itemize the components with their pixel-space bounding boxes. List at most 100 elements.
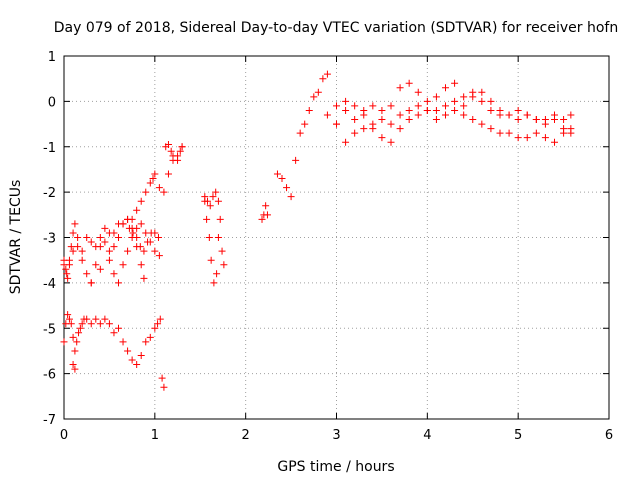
data-point: [478, 88, 486, 96]
data-point: [110, 229, 118, 237]
data-point: [158, 374, 166, 382]
data-point: [532, 129, 540, 137]
data-point: [115, 324, 122, 332]
data-point: [105, 320, 113, 328]
series-track-h-gap2: [201, 197, 228, 287]
data-point: [469, 93, 477, 101]
data-point: [142, 338, 150, 346]
data-point: [174, 156, 182, 164]
data-point: [129, 229, 137, 237]
data-point: [101, 238, 109, 246]
data-point: [69, 333, 77, 341]
data-point: [67, 320, 75, 328]
data-point: [273, 170, 281, 178]
data-point: [214, 234, 222, 241]
data-point: [451, 79, 459, 87]
series-track-d-mid: [60, 215, 148, 282]
data-point: [92, 261, 100, 269]
data-point: [64, 311, 72, 319]
data-point: [155, 252, 163, 260]
data-point: [207, 256, 215, 264]
data-point: [319, 75, 327, 83]
data-point: [83, 234, 91, 241]
data-point: [212, 188, 220, 196]
data-point: [323, 111, 331, 119]
data-point: [204, 197, 212, 205]
y-tick-label: -7: [43, 413, 56, 428]
data-point: [351, 102, 359, 110]
data-point: [532, 116, 540, 124]
data-point: [487, 97, 495, 105]
y-tick-label: 0: [48, 95, 56, 110]
data-point: [567, 111, 575, 119]
data-point: [105, 247, 113, 255]
data-point: [432, 116, 440, 124]
data-point: [154, 234, 162, 241]
data-point: [137, 220, 145, 228]
x-tick-label: 0: [60, 428, 68, 443]
data-point: [414, 88, 422, 96]
series-track-f-peaks: [162, 140, 186, 164]
data-point: [314, 88, 322, 96]
data-point: [220, 261, 228, 269]
data-point: [405, 79, 413, 87]
data-point: [69, 247, 77, 255]
series-track-b-lower: [60, 311, 79, 373]
data-point: [487, 125, 495, 133]
data-point: [310, 93, 318, 101]
chart-title: Day 079 of 2018, Sidereal Day-to-day VTE…: [54, 20, 618, 36]
data-point: [78, 256, 86, 264]
data-point: [92, 243, 100, 251]
data-point: [156, 315, 164, 323]
data-point: [216, 215, 224, 223]
data-point: [164, 170, 172, 178]
data-point: [378, 106, 386, 114]
data-point: [396, 111, 404, 119]
series-track-c-mid: [60, 220, 163, 287]
data-point: [460, 102, 468, 110]
data-point: [209, 193, 217, 201]
data-point: [460, 111, 468, 119]
y-tick-label: -3: [43, 232, 56, 247]
data-point: [342, 138, 350, 146]
data-point: [203, 215, 211, 223]
data-point: [423, 97, 431, 105]
data-point: [478, 120, 486, 128]
data-point: [342, 106, 350, 114]
data-point: [442, 111, 449, 119]
data-point: [405, 116, 413, 124]
data-point: [137, 197, 145, 205]
data-point: [92, 315, 100, 323]
data-point: [146, 179, 154, 187]
data-point: [101, 315, 109, 323]
data-point: [351, 116, 359, 124]
data-point: [151, 324, 159, 332]
data-point: [442, 102, 449, 110]
data-point: [78, 247, 86, 255]
data-point: [387, 120, 395, 128]
data-point: [65, 256, 73, 264]
data-point: [560, 125, 568, 133]
data-point: [213, 270, 221, 278]
data-point: [396, 84, 404, 92]
series-track-m-plateau-mid: [333, 88, 575, 146]
data-point: [75, 329, 83, 337]
data-point: [369, 102, 377, 110]
data-point: [287, 193, 295, 201]
y-axis-label: SDTVAR / TECUs: [8, 180, 24, 295]
data-point: [144, 238, 152, 246]
x-tick-label: 2: [242, 428, 250, 443]
data-point: [71, 220, 79, 228]
data-point: [101, 224, 109, 232]
data-point: [469, 116, 477, 124]
series-track-i-gap2-top: [201, 188, 222, 210]
data-point: [151, 247, 159, 255]
data-point: [514, 134, 522, 142]
data-point: [378, 134, 386, 142]
y-tick-label: 1: [48, 50, 56, 65]
data-point: [87, 279, 95, 287]
data-point: [387, 102, 395, 110]
data-point: [218, 247, 226, 255]
data-point: [119, 261, 127, 269]
